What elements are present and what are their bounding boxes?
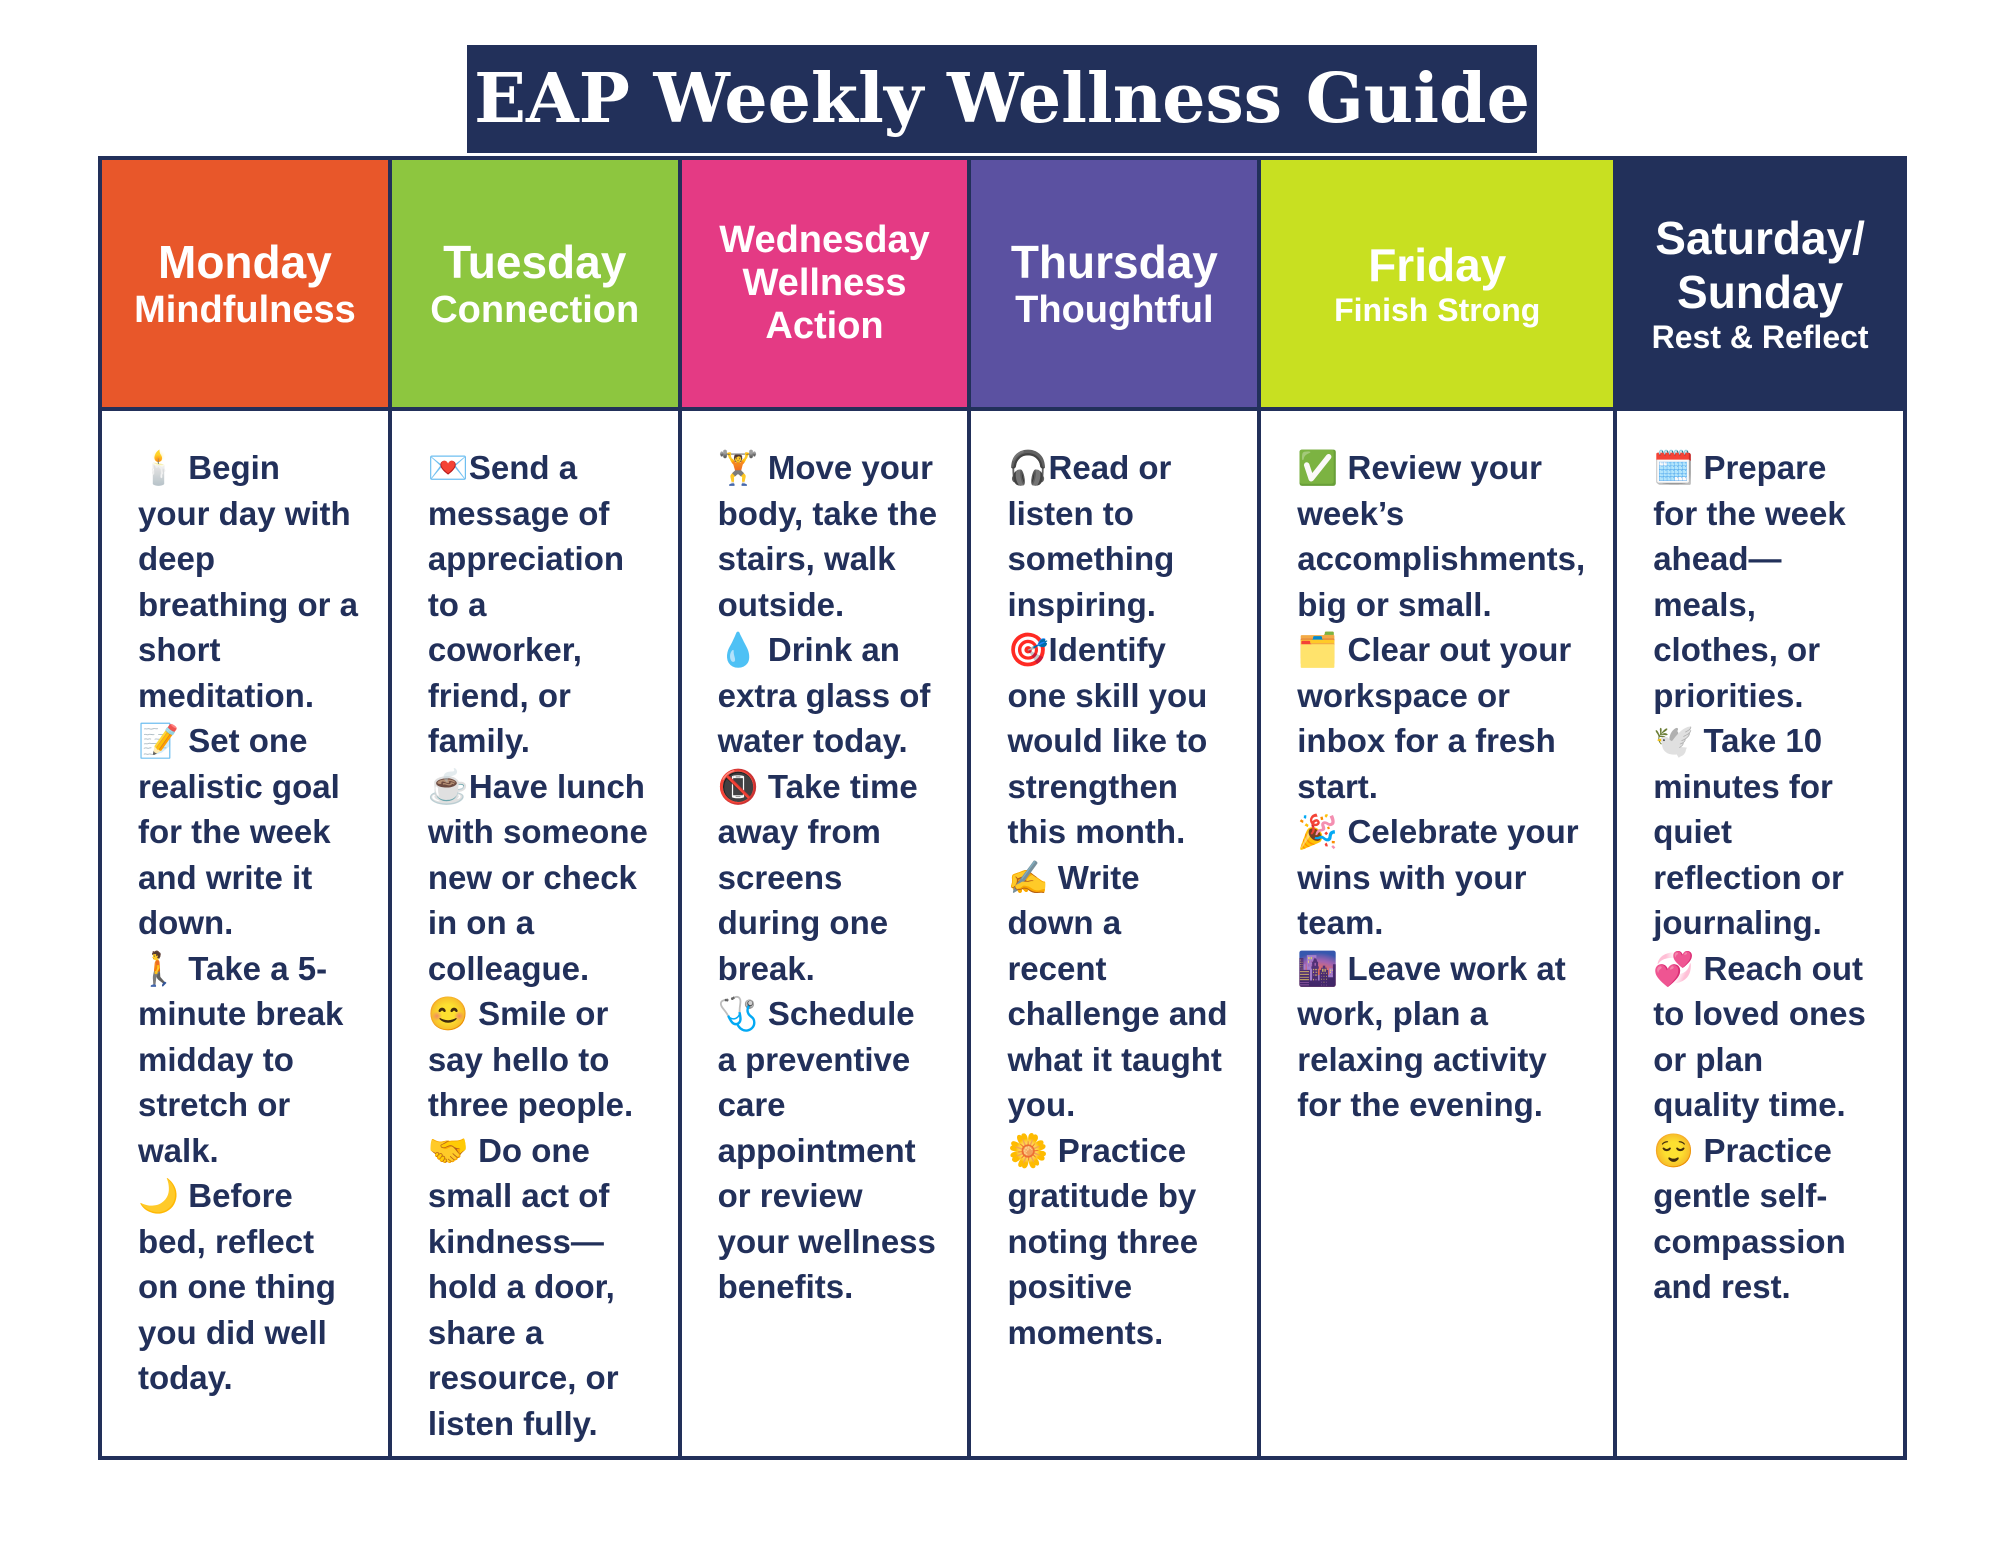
tip: 🕯️ Begin your day with deep breathing or… [138,449,359,714]
day-body: 🗓️ Prepare for the week ahead—meals, clo… [1617,411,1903,1456]
tip: 🕊️ Take 10 minutes for quiet reflection … [1653,722,1844,941]
header-line: Wednesday [719,219,930,261]
day-column: Tuesday Connection 💌Send a message of appr… [391,160,678,1456]
tip: 💧 Drink an extra glass of water today. [717,631,931,759]
day-column: Friday Finish Strong ✅ Review your week’s … [1261,160,1614,1456]
day-header: Tuesday Connection [391,160,678,407]
tip: 😌 Practice gentle self-compassion and re… [1653,1131,1846,1306]
day-column: Wednesday Wellness Action 🏋️ Move your body… [681,160,968,1456]
tip: ☕Have lunch with someone new or check in… [427,767,648,987]
header-line: Finish Strong [1334,292,1541,328]
day-column: Saturday/Sunday Rest & Reflect 🗓️ Prepare … [1617,160,1903,1456]
header-line: Thursday [1010,236,1218,288]
header-line: Tuesday [443,236,627,288]
day-body: 🕯️ Begin your day with deep breathing or… [102,411,388,1456]
title: EAP Weekly Wellness Guide [467,45,1537,153]
day-column: Monday Mindfulness 🕯️ Begin your day with … [102,160,388,1456]
day-body: ✅ Review your week’s accomplishments, bi… [1261,411,1614,1456]
header-line: Monday [158,236,332,288]
header-line: Rest & Reflect [1651,319,1869,355]
tip: ✍️ Write down a recent challenge and wha… [1007,858,1228,1124]
tip: 🗓️ Prepare for the week ahead—meals, clo… [1653,449,1846,714]
tip: 🗂️ Clear out your workspace or inbox for… [1297,631,1572,805]
day-body: 🎧Read or listen to something inspiring. 🎯… [971,411,1258,1456]
tip: 📝 Set one realistic goal for the week an… [138,722,340,941]
header-line: Sunday [1677,266,1844,318]
tip: 🎉 Celebrate your wins with your team. [1297,813,1579,941]
tip: 📵 Take time away from screens during one… [717,767,918,987]
header-line: Saturday/ [1655,212,1865,264]
header-line: Connection [430,289,640,331]
weekly-table: Monday Mindfulness 🕯️ Begin your day with … [98,156,1907,1460]
day-header: Wednesday Wellness Action [681,160,968,407]
tip: 🌼 Practice gratitude by noting three pos… [1007,1131,1199,1351]
tip: 🩺 Schedule a preventive care appointment… [717,995,936,1305]
tip: ✅ Review your week’s accomplishments, bi… [1297,449,1586,623]
day-header: Thursday Thoughtful [971,160,1258,407]
tip: 🏋️ Move your body, take the stairs, walk… [717,449,938,623]
tip: 🎯Identify one skill you would like to st… [1007,631,1208,850]
tip: 🚶 Take a 5-minute break midday to stretc… [138,949,344,1169]
day-header: Friday Finish Strong [1261,160,1614,407]
header-line: Wellness [742,262,907,304]
day-column: Thursday Thoughtful 🎧Read or listen to som… [971,160,1258,1456]
header-line: Friday [1368,239,1507,291]
header-line: Action [765,305,884,347]
header-line: Mindfulness [134,289,356,331]
day-body: 💌Send a message of appreciation to a cow… [391,411,678,1456]
tip: 🤝 Do one small act of kindness—hold a do… [427,1131,619,1442]
tip: 🌆 Leave work at work, plan a relaxing ac… [1297,949,1566,1124]
tip: 🎧Read or listen to something inspiring. [1007,449,1175,623]
day-header: Saturday/Sunday Rest & Reflect [1617,160,1903,407]
tip: 💌Send a message of appreciation to a cow… [427,449,625,759]
tip: 💞 Reach out to loved ones or plan qualit… [1653,949,1866,1124]
tip: 🌙 Before bed, reflect on one thing you d… [138,1177,336,1396]
day-header: Monday Mindfulness [102,160,388,407]
tip: 😊 Smile or say hello to three people. [427,995,634,1123]
header-line: Thoughtful [1015,289,1214,331]
day-body: 🏋️ Move your body, take the stairs, walk… [681,411,968,1456]
